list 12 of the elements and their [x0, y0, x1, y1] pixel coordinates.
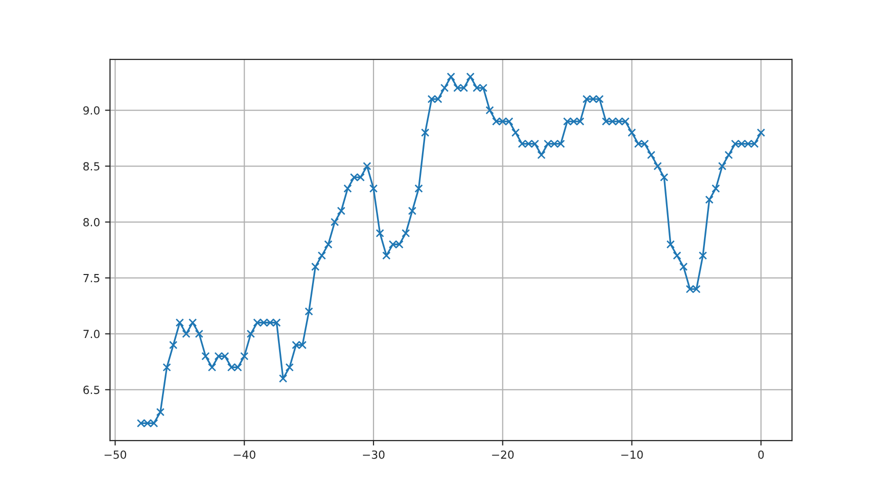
x-tick-label: −50	[104, 450, 126, 459]
x-tick-label: −30	[362, 450, 384, 459]
x-tick-label: −40	[234, 450, 256, 459]
x-tick-label: −20	[492, 450, 514, 459]
x-tick-label: 0	[758, 450, 764, 459]
x-tick-label: −10	[621, 450, 643, 459]
y-tick-label: 7.0	[84, 330, 100, 338]
y-tick-label: 8.5	[83, 162, 100, 171]
y-tick-label: 9.0	[83, 106, 100, 115]
y-tick-label: 7.5	[84, 274, 100, 282]
y-tick-label: 6.5	[83, 386, 100, 394]
y-tick-label: 8.0	[83, 218, 100, 226]
